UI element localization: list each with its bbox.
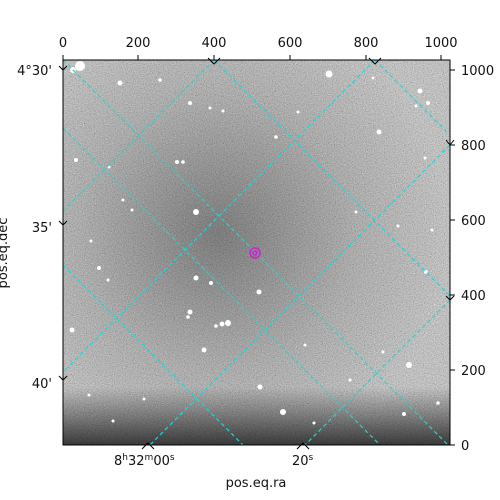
pixel-x-tick-label: 400 xyxy=(202,36,227,51)
x-axis-title: pos.eq.ra xyxy=(226,476,287,491)
pixel-y-tick-label: 800 xyxy=(461,139,486,154)
pixel-y-tick-label: 400 xyxy=(461,289,486,304)
ra-tick-label-second: 20s xyxy=(292,453,314,469)
ra-tick-label-first: 8h32m00s xyxy=(114,453,175,469)
pixel-y-tick-label: 600 xyxy=(461,214,486,229)
ra-tick-labels: 8h32m00s 20s xyxy=(114,453,314,469)
plot-frame xyxy=(62,59,451,446)
pixel-y-tick-label: 200 xyxy=(461,364,486,379)
pixel-y-tick-labels: 0 200 400 600 800 1000 xyxy=(461,64,494,454)
pixel-y-tick-label: 0 xyxy=(461,439,469,454)
pixel-x-tick-labels: 0 200 400 600 800 1000 xyxy=(59,36,458,51)
dec-tick-label-low: 40' xyxy=(32,377,52,392)
pixel-x-tick-label: 800 xyxy=(354,36,379,51)
pixel-x-tick-label: 0 xyxy=(59,36,67,51)
pixel-x-tick-label: 600 xyxy=(278,36,303,51)
dec-tick-label-top: 4°30' xyxy=(17,64,52,79)
pixel-x-tick-label: 200 xyxy=(126,36,151,51)
pixel-y-tick-label: 1000 xyxy=(461,64,494,79)
y-axis-title: pos.eq.dec xyxy=(0,218,11,289)
pixel-x-tick-label: 1000 xyxy=(424,36,457,51)
dec-tick-label-mid: 35' xyxy=(32,221,52,236)
wcs-edge-ticks xyxy=(58,57,455,450)
pixel-y-axis xyxy=(450,69,455,446)
pixel-x-axis xyxy=(62,55,442,60)
source-marker xyxy=(249,247,261,259)
dec-tick-labels: 4°30' 35' 40' xyxy=(17,64,52,392)
